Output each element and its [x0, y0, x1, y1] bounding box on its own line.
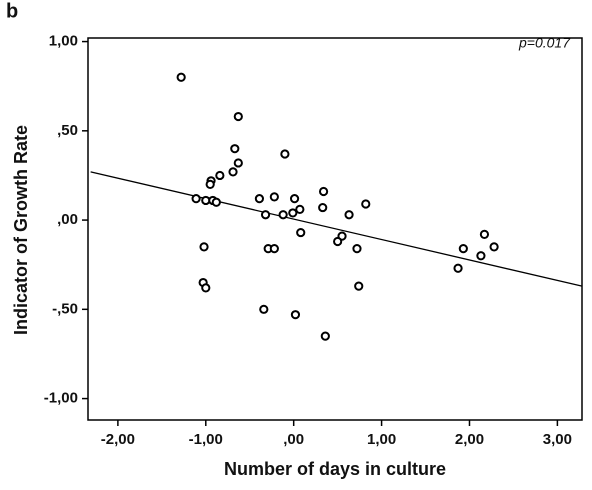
x-tick-label: 1,00: [367, 431, 396, 448]
point: [288, 208, 298, 218]
point: [296, 227, 306, 238]
x-tick-label: -1,00: [189, 431, 223, 448]
point: [453, 263, 463, 273]
regression-line: [90, 171, 583, 287]
point: [233, 111, 243, 122]
point: [278, 210, 288, 220]
point: [354, 281, 364, 291]
x-axis-label: Number of days in culture: [224, 459, 446, 479]
plot-frame: [87, 37, 583, 421]
x-tick-label: 2,00: [455, 431, 484, 448]
point: [215, 170, 225, 181]
point: [176, 72, 186, 82]
panel-label: b: [6, 0, 18, 22]
point: [233, 158, 243, 168]
point: [320, 331, 330, 341]
x-tick-label: -2,00: [101, 431, 135, 448]
point: [191, 194, 201, 204]
point: [259, 304, 269, 314]
x-tick-label: 3,00: [543, 431, 572, 448]
point: [479, 229, 490, 239]
y-tick-label: ,00: [57, 211, 78, 228]
y-tick-label: ,50: [57, 122, 78, 139]
point: [254, 194, 265, 204]
y-tick-label: -1,00: [44, 390, 78, 407]
point: [489, 242, 499, 252]
point: [289, 194, 300, 204]
point: [269, 192, 279, 202]
point: [211, 197, 221, 207]
point: [199, 242, 209, 252]
point: [260, 210, 271, 220]
point: [205, 179, 215, 189]
point: [280, 149, 290, 159]
y-tick-label: 1,00: [49, 33, 78, 50]
point: [295, 204, 305, 214]
point: [318, 202, 328, 213]
point: [352, 244, 362, 254]
point: [201, 283, 211, 293]
y-tick-label: -,50: [52, 300, 78, 317]
x-tick-label: ,00: [283, 431, 304, 448]
point: [458, 244, 468, 254]
point: [230, 144, 240, 154]
point: [344, 210, 354, 220]
annotation: p=0.017: [518, 35, 571, 51]
point: [476, 251, 486, 261]
point: [318, 186, 329, 197]
point: [333, 236, 343, 247]
y-axis-label: Indicator of Growth Rate: [11, 125, 31, 335]
point: [290, 310, 301, 320]
point: [361, 199, 371, 209]
point: [269, 244, 279, 254]
point: [228, 167, 238, 177]
